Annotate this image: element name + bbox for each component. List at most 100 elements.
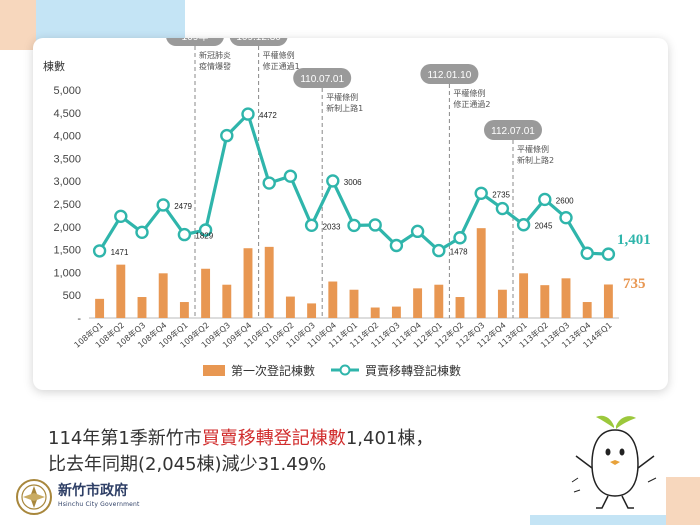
line-point	[410, 224, 425, 239]
corner-decoration-peach-bottom	[666, 477, 700, 525]
line-point	[92, 244, 107, 258]
bar	[561, 278, 571, 318]
bar	[285, 296, 295, 318]
y-axis-label: 棟數	[43, 59, 65, 73]
caption-value: 1,401棟，	[345, 428, 434, 449]
line-point	[495, 201, 510, 216]
bar	[391, 306, 401, 318]
bar	[582, 302, 592, 318]
bar	[328, 281, 338, 318]
y-tick-label: 4,500	[53, 108, 81, 120]
bar	[243, 248, 253, 318]
chart-card: 棟數 - 500 1,000 1,500 2,000 2,500 3,000 3,500 4,00…	[33, 38, 668, 390]
caption-line-2: 比去年同期(2,045棟)減少31.49%	[48, 454, 327, 475]
line-point	[580, 246, 594, 260]
bar	[116, 264, 126, 318]
y-tick-label: 4,000	[53, 131, 81, 143]
bar	[413, 288, 423, 318]
annotation-date-badge	[420, 64, 479, 84]
line-point	[538, 192, 552, 207]
annotation-date: 112.07.01	[491, 126, 535, 137]
line-point	[304, 218, 319, 232]
line-point	[198, 223, 213, 237]
line-point	[177, 227, 192, 242]
y-tick-label: 1,500	[53, 245, 81, 257]
y-tick-label: 5,000	[53, 85, 81, 97]
line-point	[432, 243, 446, 258]
annotation-date: 112.01.10	[428, 70, 472, 81]
line-point	[241, 107, 255, 121]
bar	[519, 273, 529, 318]
legend-line-marker	[339, 364, 351, 376]
line-point	[220, 128, 234, 143]
y-tick-label: 1,000	[53, 267, 81, 279]
annotation-date-badge	[166, 38, 224, 46]
caption-prefix: 114年第1季新竹市	[48, 428, 202, 449]
data-label: 2479	[174, 202, 192, 211]
city-emblem-icon	[16, 479, 52, 515]
corner-decoration-peach	[0, 0, 36, 50]
bar	[603, 284, 613, 318]
corner-decoration-blue-bottom	[530, 515, 700, 525]
legend-bar-swatch	[203, 365, 225, 376]
bar	[476, 228, 486, 318]
annotation-text: 平權條例	[517, 144, 549, 154]
annotation-text: 疫情爆發	[199, 61, 231, 71]
bar	[370, 307, 380, 318]
line-point	[156, 198, 170, 212]
line-end-label: 1,401	[617, 232, 651, 248]
line-point	[474, 186, 488, 200]
annotation-text: 修正通過2	[453, 99, 490, 109]
logo-name: 新竹市政府	[58, 483, 128, 499]
line-point	[347, 218, 361, 233]
line-point	[453, 231, 467, 245]
annotation-date-badge	[229, 38, 288, 46]
y-tick-label: 3,000	[53, 176, 81, 188]
data-label: 1478	[450, 248, 468, 257]
annotation-date: 109年	[182, 38, 209, 43]
sprout-mascot-icon	[571, 415, 657, 509]
data-label: 1471	[111, 248, 129, 257]
annotation-date: 110.07.01	[300, 74, 344, 85]
data-label: 4472	[259, 111, 277, 120]
data-label: 2735	[492, 190, 510, 199]
line-point	[601, 247, 616, 261]
bar	[222, 284, 232, 318]
bar	[201, 268, 211, 318]
line-point	[368, 218, 382, 232]
line-point	[262, 176, 276, 190]
annotation-text: 平權條例	[453, 88, 485, 98]
line-point	[114, 209, 128, 224]
annotation-date-badge	[293, 68, 352, 88]
bar	[540, 285, 550, 318]
annotation-date-badge	[484, 120, 542, 140]
bar	[307, 303, 317, 318]
line-point	[326, 174, 340, 188]
data-label: 1829	[195, 232, 213, 241]
combo-chart: 棟數 - 500 1,000 1,500 2,000 2,500 3,000 3,500 4,00…	[43, 38, 651, 378]
y-tick-label: 3,500	[53, 153, 81, 165]
y-tick-label: 2,000	[53, 222, 81, 234]
y-tick-label: -	[77, 313, 81, 325]
bar	[137, 297, 147, 318]
data-label: 3006	[344, 178, 362, 187]
data-label: 2045	[535, 222, 553, 231]
bar	[349, 289, 359, 318]
caption-highlight: 買賣移轉登記棟數	[201, 428, 346, 449]
annotation-date: 109.12.30	[236, 38, 281, 43]
bar	[434, 284, 444, 318]
line-point	[516, 218, 531, 232]
bar-end-label: 735	[623, 276, 646, 292]
legend-bar-label: 第一次登記棟數	[231, 363, 315, 378]
data-label: 2033	[323, 222, 341, 231]
annotation-text: 新制上路2	[517, 155, 554, 165]
line-point	[135, 225, 149, 239]
y-tick-label: 2,500	[53, 199, 81, 211]
bar	[264, 246, 274, 318]
summary-caption: 114年第1季新竹市買賣移轉登記棟數1,401棟， 比去年同期(2,045棟)減…	[48, 426, 433, 478]
bar	[455, 297, 465, 318]
annotation-text: 平權條例	[263, 50, 295, 60]
logo-subtitle: Hsinchu City Government	[58, 501, 140, 508]
bar	[179, 302, 189, 318]
legend-line-label: 買賣移轉登記棟數	[365, 363, 461, 378]
